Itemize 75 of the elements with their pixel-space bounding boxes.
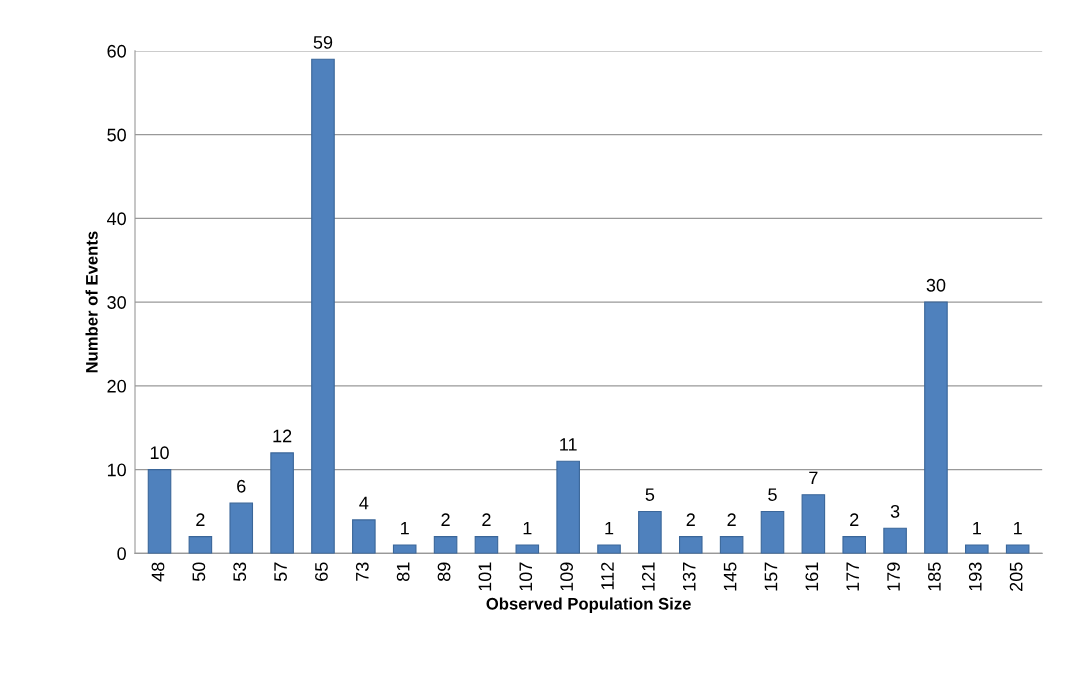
bar	[719, 536, 744, 554]
data-label: 11	[560, 438, 577, 451]
x-tick-label: 185	[928, 562, 941, 591]
bar	[392, 544, 417, 554]
y-tick-label: 0	[117, 547, 126, 561]
x-tick-label: 137	[682, 562, 696, 591]
x-tick-label: 107	[519, 562, 533, 591]
data-label: 2	[482, 513, 491, 526]
bar	[965, 544, 989, 554]
data-label: 12	[273, 429, 292, 443]
data-label: 1	[973, 521, 981, 535]
x-tick-label: 121	[641, 562, 655, 591]
bar	[638, 510, 662, 554]
y-tick-label: 20	[107, 379, 126, 393]
data-label: 10	[150, 446, 169, 460]
x-tick-label: 73	[355, 562, 369, 581]
bar	[678, 536, 703, 554]
data-label: 5	[645, 488, 655, 501]
y-axis-title: Number of Events	[85, 231, 98, 373]
bar	[147, 469, 172, 554]
x-tick-label: 48	[151, 562, 165, 582]
data-label: 2	[727, 513, 736, 526]
bar	[515, 544, 540, 554]
bar	[801, 494, 826, 554]
x-tick-label: 161	[805, 562, 819, 591]
bar	[1005, 544, 1030, 554]
bar	[474, 536, 499, 554]
y-tick-label: 40	[107, 212, 126, 226]
x-tick-label: 57	[274, 562, 287, 582]
data-label: 1	[1014, 521, 1022, 535]
data-label: 5	[768, 488, 777, 501]
bar	[842, 536, 867, 554]
data-label: 2	[196, 513, 205, 526]
x-tick-label: 109	[560, 562, 574, 591]
x-tick-label: 89	[437, 562, 451, 582]
x-tick-label: 101	[478, 562, 492, 591]
bar	[924, 301, 948, 554]
x-tick-label: 205	[1009, 562, 1023, 591]
data-label: 7	[809, 471, 818, 485]
y-tick-label: 50	[107, 128, 126, 142]
bar	[270, 452, 294, 554]
y-tick-label: 10	[107, 463, 126, 477]
x-tick-label: 179	[887, 562, 900, 591]
data-label: 6	[237, 479, 246, 493]
bar	[311, 58, 335, 554]
x-tick-label: 177	[846, 562, 859, 591]
bar	[229, 502, 254, 554]
y-tick-label: 60	[107, 44, 126, 58]
data-label: 1	[523, 521, 532, 535]
data-label: 2	[686, 513, 695, 526]
bar	[883, 527, 907, 554]
x-tick-label: 65	[315, 562, 328, 581]
bar	[188, 536, 213, 554]
data-label: 1	[401, 521, 409, 535]
data-label: 2	[441, 513, 450, 526]
x-tick-label: 145	[723, 562, 737, 591]
bar	[556, 460, 580, 554]
data-label: 1	[605, 521, 614, 535]
data-label: 2	[850, 513, 859, 526]
x-tick-label: 53	[233, 562, 247, 582]
x-tick-label: 112	[601, 562, 614, 590]
bar	[352, 519, 376, 554]
x-tick-label: 193	[968, 562, 982, 591]
x-tick-label: 50	[192, 562, 206, 582]
bar	[433, 536, 458, 554]
y-tick-label: 30	[107, 296, 126, 309]
data-label: 4	[359, 496, 369, 510]
bar	[760, 510, 785, 554]
bar	[597, 544, 621, 554]
x-axis-title: Observed Population Size	[486, 597, 691, 613]
x-tick-label: 157	[764, 562, 778, 591]
x-tick-label: 81	[396, 562, 410, 582]
data-label: 3	[890, 504, 900, 518]
data-label: 30	[926, 278, 946, 292]
data-label: 59	[313, 36, 333, 49]
